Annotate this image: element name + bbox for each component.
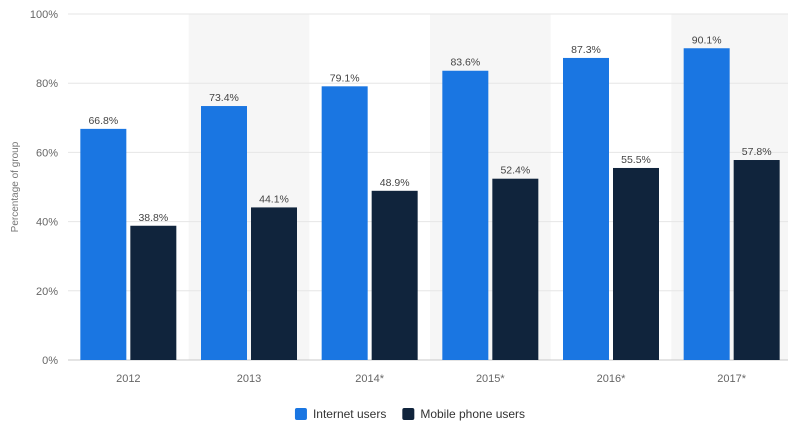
y-tick-label: 100%: [30, 9, 58, 21]
bar-mobile-4: [613, 167, 659, 360]
legend-label: Internet users: [313, 407, 386, 421]
legend: Internet users Mobile phone users: [294, 407, 525, 421]
legend-swatch: [294, 408, 307, 420]
legend-item-internet[interactable]: Internet users: [294, 407, 386, 421]
bar-mobile-3: [492, 178, 539, 360]
data-label: 66.8%: [88, 115, 118, 127]
bar-internet-5: [683, 48, 730, 361]
legend-item-mobile[interactable]: Mobile phone users: [402, 407, 525, 421]
y-axis: 0% 20% 40% 60% 80% 100%: [30, 9, 58, 367]
data-label: 79.1%: [330, 72, 360, 84]
bar-internet-4: [563, 57, 609, 360]
data-label: 73.4%: [209, 92, 239, 104]
x-axis: 2012 2013 2014* 2015* 2016* 2017*: [116, 373, 747, 385]
y-axis-title: Percentage of group: [10, 141, 21, 232]
bar-internet-0: [80, 128, 127, 360]
x-tick-label: 2013: [237, 373, 261, 385]
bar-mobile-2: [371, 190, 418, 360]
y-tick-label: 40%: [36, 217, 58, 229]
x-tick-label: 2012: [116, 373, 140, 385]
bar-mobile-1: [251, 207, 297, 360]
x-tick-label: 2015*: [476, 373, 505, 385]
data-label: 48.9%: [380, 177, 410, 189]
data-label: 57.8%: [742, 146, 772, 158]
data-label: 87.3%: [571, 44, 601, 56]
bar-mobile-5: [733, 160, 780, 360]
data-label: 52.4%: [500, 165, 530, 177]
data-label: 83.6%: [450, 57, 480, 69]
data-label: 55.5%: [621, 154, 651, 166]
data-label: 38.8%: [138, 212, 168, 224]
gridlines: [68, 13, 788, 361]
bar-internet-2: [321, 86, 368, 361]
y-tick-label: 0%: [42, 355, 58, 367]
bars: [80, 48, 780, 361]
y-tick-label: 20%: [36, 286, 58, 298]
x-tick-label: 2017*: [717, 373, 746, 385]
legend-swatch: [402, 408, 415, 420]
data-label: 90.1%: [692, 34, 722, 46]
y-tick-label: 60%: [36, 147, 58, 159]
data-label: 44.1%: [259, 193, 289, 205]
bar-internet-3: [442, 70, 489, 360]
bar-mobile-0: [130, 225, 177, 360]
x-tick-label: 2014*: [355, 373, 384, 385]
y-tick-label: 80%: [36, 78, 58, 90]
bar-internet-1: [201, 106, 247, 360]
x-tick-label: 2016*: [597, 373, 626, 385]
data-labels: 66.8% 38.8% 73.4% 44.1% 79.1% 48.9% 83.6% 52.4%…: [88, 34, 771, 223]
legend-label: Mobile phone users: [420, 407, 525, 421]
